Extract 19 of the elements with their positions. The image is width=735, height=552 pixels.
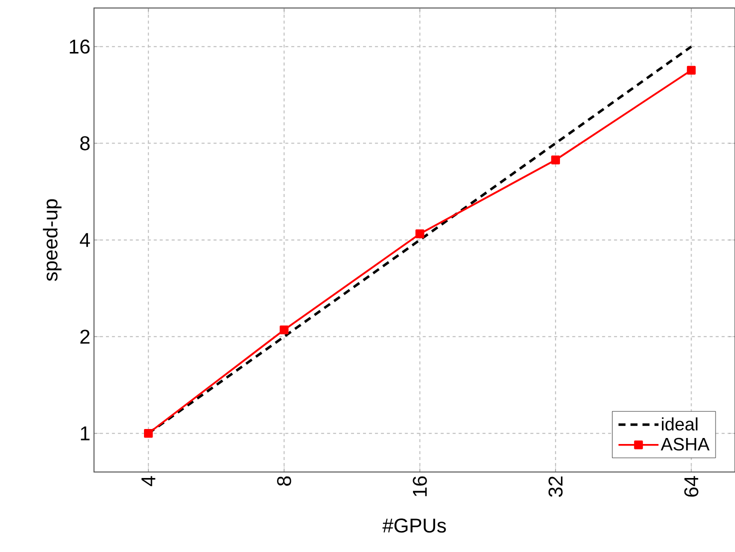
x-tick-label: 64	[684, 476, 698, 497]
x-tick-label: 16	[412, 476, 427, 496]
point	[280, 325, 289, 334]
x-axis-title: #GPUs	[382, 518, 446, 533]
x-tick-label: 4	[142, 476, 156, 486]
y-tick-label: 16	[70, 40, 90, 54]
point	[144, 428, 153, 438]
x-tick-label: 32	[548, 476, 563, 497]
y-axis-title: speed-up	[42, 199, 62, 281]
y-tick-label: 8	[80, 136, 90, 150]
point	[415, 229, 424, 238]
legend-label: ideal	[662, 417, 698, 431]
y-tick-label: 1	[80, 426, 90, 440]
x-tick-label: 8	[277, 476, 292, 486]
point	[551, 156, 560, 164]
legend-label: ASHA	[660, 438, 710, 451]
y-tick-label: 4	[80, 233, 90, 247]
point	[686, 66, 696, 75]
y-tick-label: 2	[80, 330, 90, 344]
